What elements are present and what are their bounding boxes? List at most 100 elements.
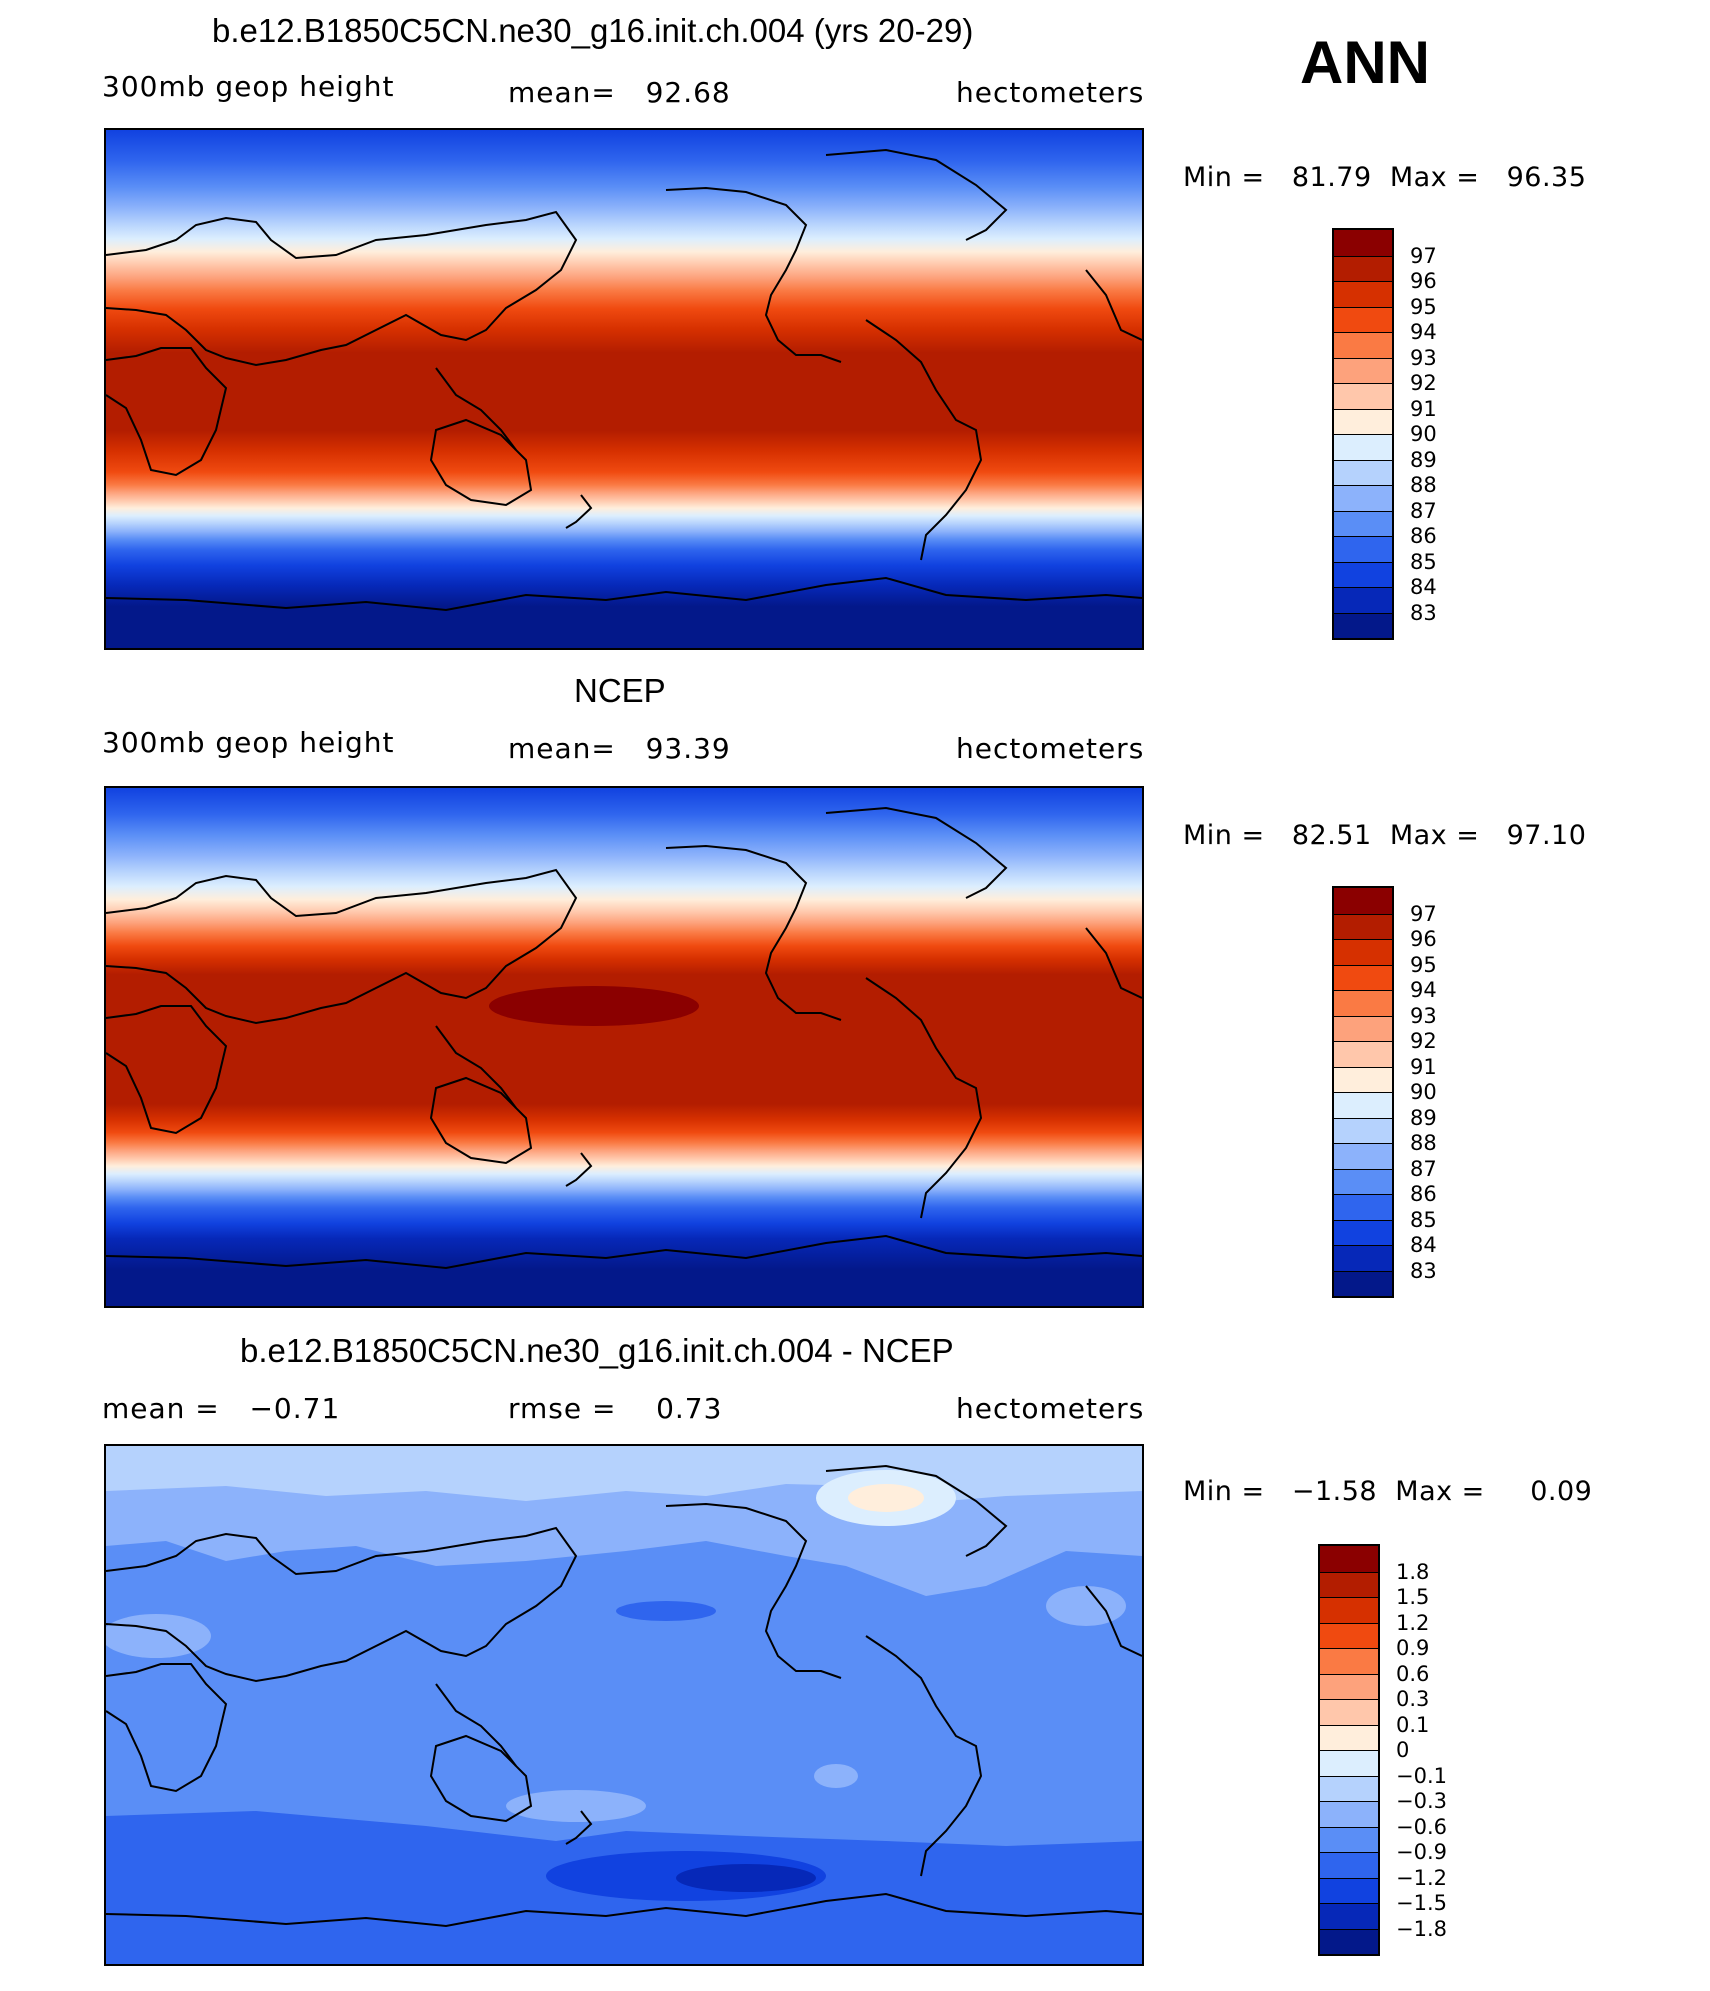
colorbar-label: 92 — [1410, 371, 1437, 395]
colorbar-swatch — [1334, 888, 1392, 914]
colorbar-label: 87 — [1410, 498, 1437, 523]
colorbar-label: 96 — [1410, 927, 1437, 951]
colorbar-label: 88 — [1410, 473, 1437, 497]
colorbar-swatch — [1320, 1724, 1378, 1750]
colorbar-swatch — [1334, 332, 1392, 358]
colorbar-swatch — [1334, 306, 1392, 332]
colorbar-label: −1.5 — [1396, 1891, 1447, 1915]
colorbar-label: 91 — [1410, 1054, 1437, 1079]
colorbar-swatch — [1320, 1852, 1378, 1878]
colorbar-swatch — [1334, 1270, 1392, 1296]
colorbar-swatch — [1320, 1928, 1378, 1954]
colorbar-swatch — [1334, 383, 1392, 409]
panel-2-units: hectometers — [956, 732, 1145, 765]
colorbar-swatch — [1334, 1245, 1392, 1271]
panel-1-units: hectometers — [956, 76, 1145, 109]
colorbar-swatch — [1334, 587, 1392, 613]
panel-2-map — [104, 786, 1144, 1308]
colorbar-label: 87 — [1410, 1156, 1437, 1181]
colorbar-label: 96 — [1410, 269, 1437, 293]
colorbar-label: 0 — [1396, 1738, 1410, 1762]
colorbar-swatch — [1320, 1597, 1378, 1623]
colorbar-1 — [1332, 228, 1394, 640]
colorbar-label: 88 — [1410, 1131, 1437, 1155]
colorbar-label: 1.8 — [1396, 1559, 1430, 1584]
colorbar-label: 95 — [1410, 952, 1437, 977]
colorbar-swatch — [1334, 913, 1392, 939]
colorbar-swatch — [1334, 510, 1392, 536]
colorbar-swatch — [1320, 1903, 1378, 1929]
colorbar-swatch — [1334, 1219, 1392, 1245]
colorbar-swatch — [1320, 1877, 1378, 1903]
colorbar-label: 90 — [1410, 1080, 1437, 1104]
colorbar-swatch — [1320, 1801, 1378, 1827]
colorbar-label: 86 — [1410, 524, 1437, 548]
colorbar-label: 0.6 — [1396, 1661, 1430, 1686]
panel-1-map — [104, 128, 1144, 650]
colorbar-swatch — [1334, 536, 1392, 562]
colorbar-swatch — [1334, 1143, 1392, 1169]
colorbar-label: 85 — [1410, 549, 1437, 574]
colorbar-label: −1.8 — [1396, 1916, 1447, 1941]
colorbar-label: 93 — [1410, 345, 1437, 370]
colorbar-label: −0.9 — [1396, 1840, 1447, 1864]
panel-3-rmse: rmse = 0.73 — [508, 1392, 723, 1425]
colorbar-swatch — [1320, 1775, 1378, 1801]
colorbar-swatch — [1334, 255, 1392, 281]
panel-2-mean: mean= 93.39 — [508, 732, 731, 765]
colorbar-label: 85 — [1410, 1207, 1437, 1232]
panel-2-variable: 300mb geop height — [102, 726, 395, 759]
colorbar-swatch — [1334, 561, 1392, 587]
colorbar-swatch — [1334, 1194, 1392, 1220]
colorbar-label: 83 — [1410, 600, 1437, 625]
colorbar-label: 0.9 — [1396, 1636, 1430, 1660]
colorbar-swatch — [1334, 990, 1392, 1016]
colorbar-swatch — [1320, 1648, 1378, 1674]
colorbar-label: −0.1 — [1396, 1763, 1447, 1788]
colorbar-label: 1.2 — [1396, 1610, 1430, 1635]
colorbar-label: 0.3 — [1396, 1687, 1430, 1711]
colorbar-label: 92 — [1410, 1029, 1437, 1053]
colorbar-label: 97 — [1410, 243, 1437, 268]
colorbar-label: −0.3 — [1396, 1789, 1447, 1813]
colorbar-swatch — [1334, 434, 1392, 460]
colorbar-2 — [1332, 886, 1394, 1298]
colorbar-swatch — [1334, 281, 1392, 307]
colorbar-swatch — [1334, 1168, 1392, 1194]
colorbar-swatch — [1334, 408, 1392, 434]
colorbar-label: 83 — [1410, 1258, 1437, 1283]
colorbar-label: 89 — [1410, 447, 1437, 472]
colorbar-swatch — [1334, 230, 1392, 256]
colorbar-swatch — [1320, 1750, 1378, 1776]
colorbar-swatch — [1334, 939, 1392, 965]
colorbar-swatch — [1320, 1699, 1378, 1725]
colorbar-label: 94 — [1410, 320, 1437, 344]
colorbar-swatch — [1334, 1041, 1392, 1067]
colorbar-swatch — [1334, 964, 1392, 990]
panel-3-title: b.e12.B1850C5CN.ne30_g16.init.ch.004 - N… — [240, 1332, 954, 1369]
colorbar-label: 94 — [1410, 978, 1437, 1002]
colorbar-swatch — [1320, 1826, 1378, 1852]
colorbar-label: −0.6 — [1396, 1814, 1447, 1839]
coastlines — [106, 148, 1142, 612]
panel-2-contour-field — [106, 788, 1142, 1306]
panel-3-mean: mean = −0.71 — [102, 1392, 341, 1425]
colorbar-label: 90 — [1410, 422, 1437, 446]
panel-1-variable: 300mb geop height — [102, 70, 395, 103]
panel-2-title: NCEP — [574, 672, 666, 709]
colorbar-swatch — [1334, 1117, 1392, 1143]
colorbar-swatch — [1320, 1673, 1378, 1699]
colorbar-swatch — [1334, 459, 1392, 485]
colorbar-swatch — [1334, 1092, 1392, 1118]
colorbar-swatch — [1320, 1546, 1378, 1572]
panel-3-contour-field — [106, 1446, 1142, 1964]
colorbar-swatch — [1334, 357, 1392, 383]
colorbar-label: 1.5 — [1396, 1585, 1430, 1609]
panel-3-map — [104, 1444, 1144, 1966]
panel-1-contour-field — [106, 130, 1142, 648]
colorbar-swatch — [1334, 612, 1392, 638]
colorbar-label: 0.1 — [1396, 1712, 1430, 1737]
colorbar-label: 84 — [1410, 1233, 1437, 1257]
panel-3-units: hectometers — [956, 1392, 1145, 1425]
panel-1-minmax: Min = 81.79 Max = 96.35 — [1183, 162, 1587, 193]
